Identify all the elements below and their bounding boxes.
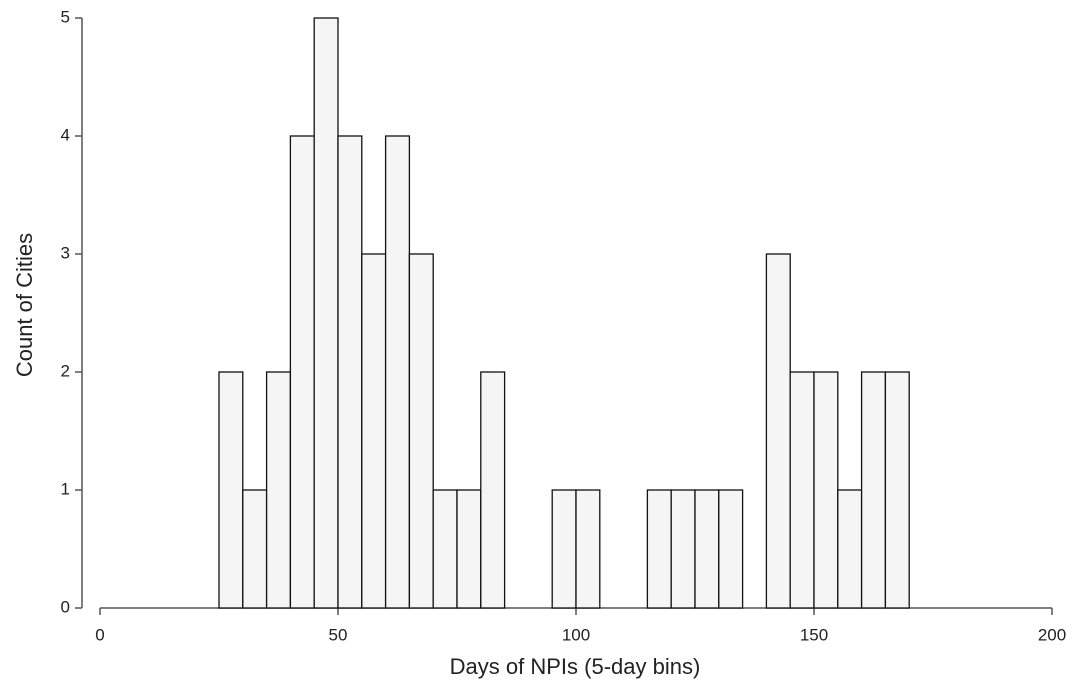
y-tick-label: 4 [61, 125, 70, 144]
bar [313, 17, 339, 609]
bar [718, 489, 744, 609]
bar [765, 253, 791, 609]
x-axis-label: Days of NPIs (5-day bins) [450, 654, 701, 679]
bar [670, 489, 696, 609]
bar [218, 371, 244, 609]
bar [837, 489, 863, 609]
bar [789, 371, 815, 609]
bar [456, 489, 482, 609]
y-tick-label: 2 [61, 361, 70, 380]
y-tick-label: 0 [61, 597, 70, 616]
bar [432, 489, 458, 609]
bar [289, 135, 315, 609]
bar [646, 489, 672, 609]
bar [813, 371, 839, 609]
bar [408, 253, 434, 609]
y-axis-label: Count of Cities [12, 233, 37, 377]
x-tick-label: 0 [95, 625, 104, 644]
x-tick-label: 200 [1038, 625, 1066, 644]
bar [265, 371, 292, 609]
x-tick-label: 150 [800, 625, 828, 644]
bar [337, 135, 363, 609]
y-tick-label: 3 [61, 243, 70, 262]
bar [242, 489, 268, 609]
x-tick-label: 50 [329, 625, 348, 644]
x-tick-label: 100 [562, 625, 590, 644]
bar [384, 135, 411, 609]
y-tick-label: 1 [61, 479, 70, 498]
bar [575, 489, 601, 609]
bar [480, 371, 506, 609]
bar [860, 371, 887, 609]
bar [551, 489, 577, 609]
bar [884, 371, 910, 609]
bar [694, 489, 720, 609]
y-tick-label: 5 [61, 7, 70, 26]
bar [361, 253, 387, 609]
